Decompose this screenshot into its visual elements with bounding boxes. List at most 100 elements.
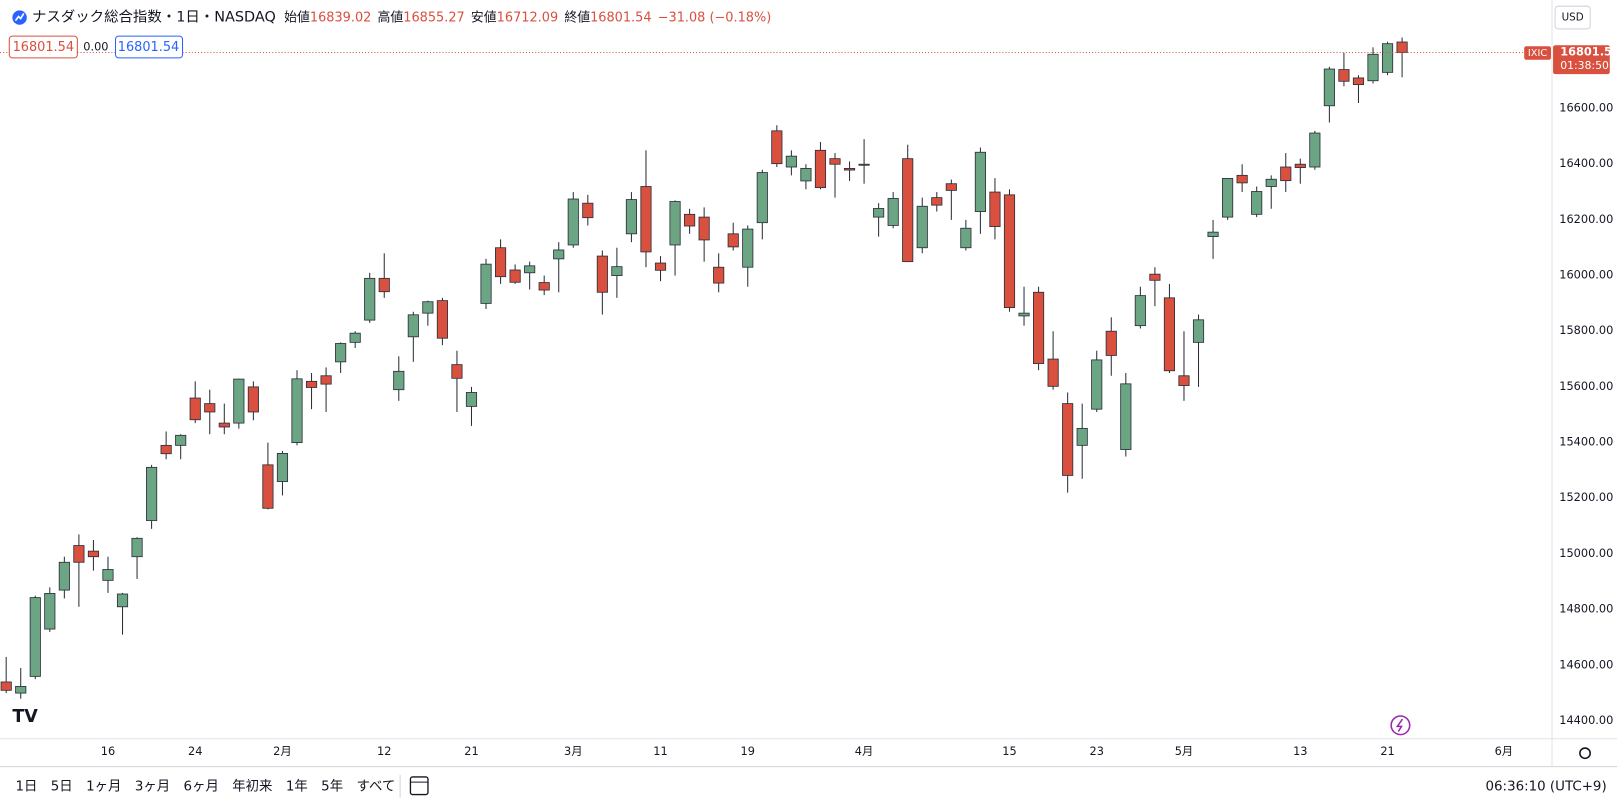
candle-body [538,282,550,291]
range-button[interactable]: 1日 [15,779,37,794]
candle-body [349,332,361,343]
open-label: 始値 [284,9,310,25]
candle-body [873,208,885,218]
candle-body [422,301,434,314]
symbol-tag [1524,46,1551,60]
range-button[interactable]: 1ヶ月 [86,779,121,794]
candle-body [1367,53,1379,82]
y-tick-label: 15800.00 [1559,323,1613,337]
ask-box[interactable] [114,35,184,59]
candle-body [0,681,12,691]
candle-body [451,364,463,379]
symbol-icon-glyph [14,13,25,22]
candle-body [189,397,201,421]
y-tick-label: 14600.00 [1559,657,1613,671]
symbol-tag-label: IXIC [1528,48,1547,59]
candle-body [393,370,405,391]
candle-body [1309,132,1321,168]
candle-body [1047,358,1059,387]
close-label: 終値 [564,9,590,25]
candle-body [262,464,274,509]
candle-body [1033,291,1045,364]
high-value: 16855.27 [403,10,464,25]
range-button[interactable]: 6ヶ月 [184,779,219,794]
candle-body [698,216,710,241]
date-range-icon[interactable] [409,776,429,796]
candle-body [175,434,187,446]
lightning-glyph [1395,718,1404,732]
range-button[interactable]: 5年 [321,778,343,794]
candle-body [713,266,725,284]
range-button[interactable]: 3ヶ月 [135,779,170,794]
close-value: 16801.54 [590,10,651,25]
x-tick-label: 21 [464,744,478,758]
candle-body [960,227,972,249]
lightning-icon[interactable] [1390,715,1411,736]
candle-body [567,198,579,246]
ask[interactable]: 16801.54 [118,40,179,55]
candle-body [582,202,594,219]
candle-body [771,130,783,165]
bid-box[interactable] [8,35,78,59]
candle-body [596,255,608,293]
candle-body [684,213,696,227]
y-tick-label: 15200.00 [1559,490,1613,504]
candle-body [1120,383,1132,450]
candle-body [902,158,914,263]
candle-body [654,262,667,271]
bid[interactable]: 16801.54 [13,40,74,55]
candle-body [1396,41,1408,53]
candle-body [436,300,448,339]
range-button[interactable]: すべて [357,778,396,794]
price-tag [1553,45,1610,75]
candle-body [887,198,899,226]
candle-body [916,205,928,249]
range-button[interactable]: 5日 [51,779,73,794]
x-tick-label: 5月 [1175,744,1194,758]
candle-body [364,277,376,321]
y-tick-label: 14400.00 [1559,713,1613,727]
legend-line: ナスダック総合指数・1日・NASDAQ 始値16839.02 高値16855.27 安… [32,9,771,26]
candle-body [669,201,681,246]
x-tick-label: 19 [741,744,755,758]
low-value: 16712.09 [497,10,558,25]
settings-icon[interactable] [1579,747,1591,760]
candle-body [1062,403,1074,476]
candle-body [73,545,85,563]
x-tick-label: 15 [1002,744,1016,758]
candle-body [335,343,347,363]
range-button[interactable]: 年初来 [232,778,272,794]
range-button[interactable]: 1年 [286,778,308,794]
spread: 0.00 [83,40,108,54]
title: ナスダック総合指数・1日・NASDAQ [32,9,276,26]
currency-button[interactable] [1554,5,1591,30]
candle-body [1076,427,1088,446]
candle-body [131,537,143,558]
x-tick-label: 16 [101,744,115,758]
candle-body [524,265,536,274]
change: −31.08 (−0.18%) [658,10,772,25]
candle-body [1236,174,1248,184]
candle-body [625,199,638,235]
candle-body [1323,68,1335,107]
x-tick-label: 11 [653,744,667,758]
y-tick-label: 16600.00 [1559,101,1613,115]
candle-body [1105,330,1117,356]
y-tick-label: 16000.00 [1559,268,1613,282]
candle-body [989,191,1001,227]
currency[interactable]: USD [1562,12,1584,24]
candle-body [931,197,943,206]
y-tick-label: 15600.00 [1559,379,1613,393]
candle-body [974,151,986,212]
candle-body [1091,359,1103,410]
candle-body [1381,43,1394,73]
candle-body [1338,69,1350,82]
candle-body [727,233,739,248]
candle-body [1178,375,1190,386]
x-tick-label: 2月 [273,744,292,758]
candle-body [843,167,856,171]
open-value: 16839.02 [310,10,371,25]
candle-body [1163,297,1176,372]
